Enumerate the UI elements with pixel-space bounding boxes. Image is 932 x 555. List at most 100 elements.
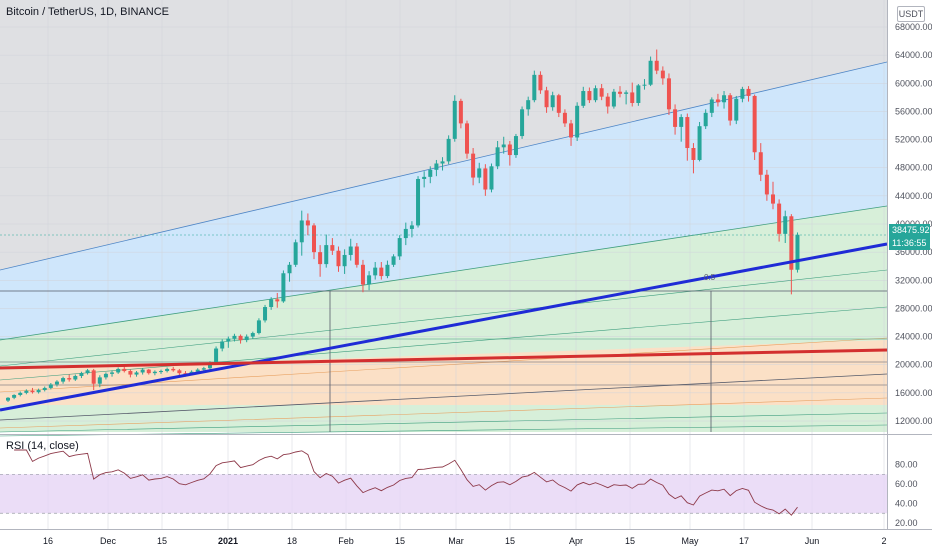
rsi-tick-label: 20.00 [895,518,918,528]
candle-35 [220,339,225,352]
candle-17 [110,370,115,377]
candle-body [36,390,41,393]
candle-body [624,92,629,94]
candle-129 [795,232,800,273]
symbol-title: Bitcoin / TetherUS, 1D, BINANCE [6,6,170,18]
candle-123 [758,143,763,182]
candle-92 [569,119,574,146]
time-scale[interactable]: 16 Dec 15 2021 18 Feb 15 Mar 15 Apr 15 May 17 Jun 2 [43,536,887,546]
candle-117 [722,91,727,109]
fan-line-4 [0,373,888,421]
time-tick-label: 2021 [218,536,238,546]
candle-83 [513,133,518,158]
candle-body [409,225,414,229]
candle-body [85,370,90,374]
candle-56 [348,238,353,261]
trend-lines [0,61,888,437]
rsi-tick-label: 60.00 [895,479,918,489]
candle-body [238,335,243,341]
candle-layer [6,49,800,403]
time-tick-label: Jun [805,536,820,546]
candle-76 [471,148,476,186]
candle-body [758,152,763,175]
candle-body [281,273,286,302]
candle-body [165,368,170,372]
candle-body [287,264,292,274]
candle-body [654,60,659,71]
time-tick-label: Mar [448,536,464,546]
currency-badge[interactable]: USDT [897,6,925,22]
candle-21 [134,371,139,377]
candle-106 [654,49,659,75]
candle-body [201,368,206,370]
candle-81 [501,136,506,154]
candle-body [697,126,702,160]
candle-body [360,264,365,285]
candle-body [422,176,427,179]
candle-body [134,372,139,375]
price-tick-label: 24000.00 [895,332,932,342]
price-tick-label: 52000.00 [895,135,932,145]
main-trendline [0,242,888,412]
candle-body [575,105,580,138]
candle-116 [715,93,720,107]
rsi-tick-label: 80.00 [895,460,918,470]
fan-line-5 [0,397,888,429]
candle-body [764,174,769,195]
candle-body [379,267,384,277]
candle-102 [630,82,635,107]
candle-128 [789,214,794,295]
candle-82 [507,140,512,166]
candle-26 [165,367,170,373]
candle-body [642,84,647,86]
candle-body [569,123,574,138]
candle-112 [691,143,696,174]
candle-75 [465,120,469,159]
candle-108 [666,73,671,115]
candle-40 [250,331,255,339]
candle-23 [146,368,151,375]
candle-body [195,369,200,372]
candle-9 [61,376,66,384]
green-zone [0,206,887,370]
candle-body [709,99,714,113]
candle-body [660,70,665,79]
candle-104 [642,79,647,90]
candle-body [648,60,653,85]
candle-body [318,252,323,265]
candle-59 [367,271,372,291]
candle-body [24,390,29,393]
candle-62 [385,260,390,279]
candle-body [97,377,102,384]
candle-body [67,378,72,380]
candle-body [666,78,671,110]
candle-body [605,96,610,107]
last-price-tag: 38475.92 11:36:55 [889,224,930,250]
candle-body [495,147,500,167]
candle-115 [709,97,714,118]
candle-126 [777,199,782,242]
fan-line-6 [0,412,888,433]
candle-41 [256,318,261,335]
candle-66 [409,221,414,238]
rsi-pane: 20.00 40.00 60.00 80.00 [0,449,918,528]
candle-body [465,123,469,154]
candle-1 [12,394,17,400]
time-tick-label: Apr [569,536,583,546]
candle-122 [752,94,757,160]
candle-105 [648,56,653,87]
price-tick-label: 44000.00 [895,191,932,201]
candle-4 [30,387,35,394]
last-price-value: 38475.92 [892,225,930,235]
candle-body [6,397,10,401]
rsi-tick-label: 40.00 [895,499,918,509]
candle-body [183,373,188,375]
candle-body [373,267,378,276]
candle-42 [263,304,268,323]
candle-88 [544,86,549,113]
candle-109 [673,104,678,135]
candle-101 [624,90,629,105]
candle-body [397,238,402,257]
